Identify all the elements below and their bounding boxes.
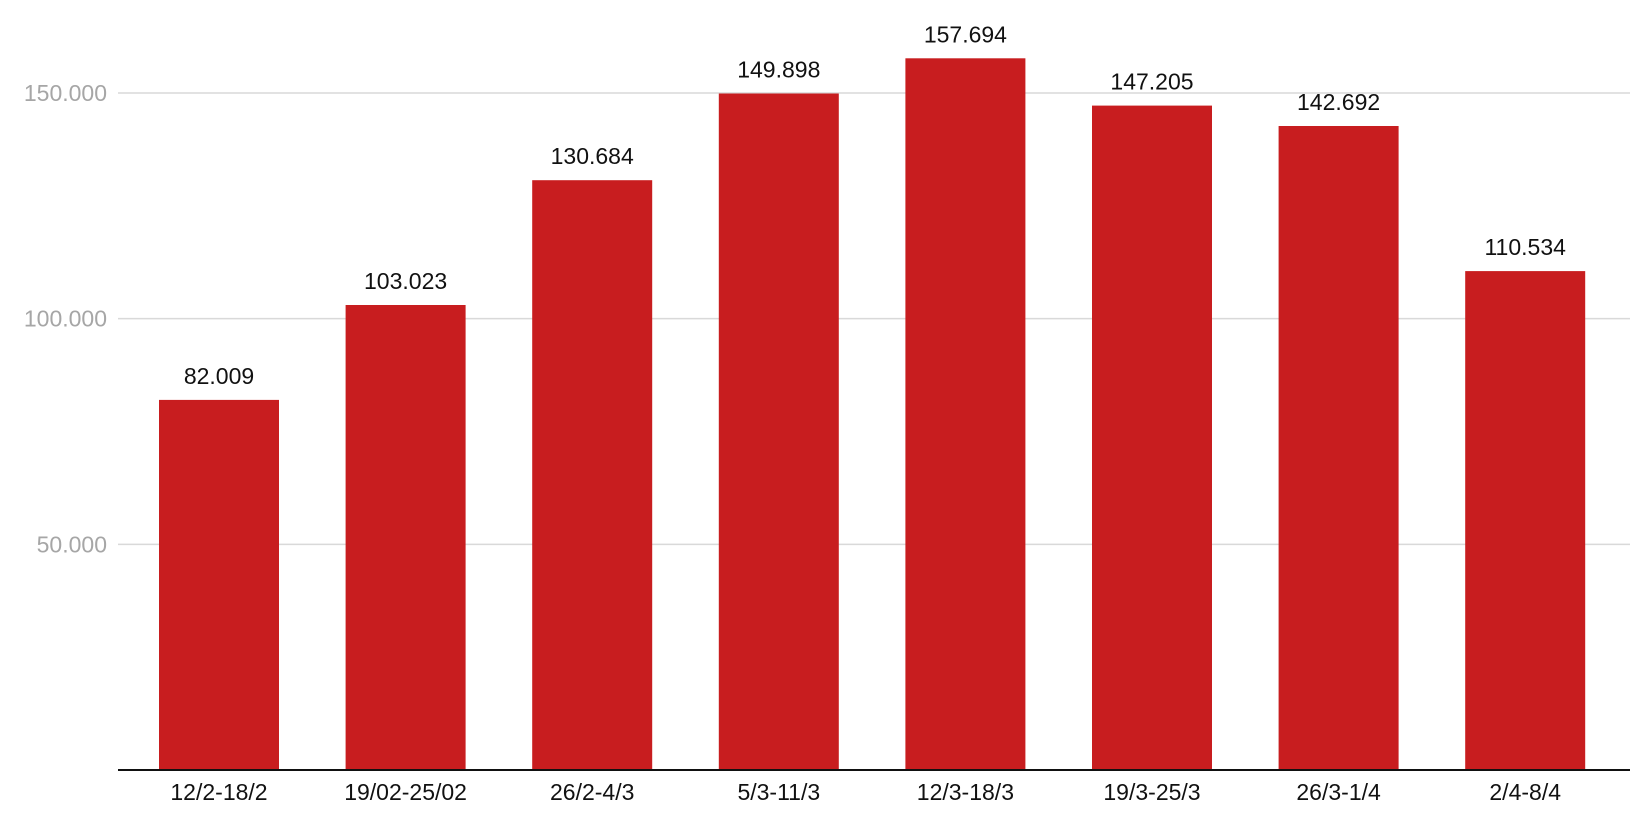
data-label: 103.023: [364, 268, 447, 294]
bar: [532, 180, 653, 770]
bar: [345, 305, 466, 770]
x-tick-label: 26/3-1/4: [1296, 779, 1381, 805]
y-tick-label: 150.000: [24, 80, 107, 106]
data-label: 149.898: [737, 57, 820, 83]
x-tick-label: 19/02-25/02: [344, 779, 467, 805]
bar: [159, 399, 279, 770]
y-tick-label: 100.000: [24, 306, 107, 332]
bar: [1465, 271, 1586, 770]
x-tick-label: 12/3-18/3: [917, 779, 1014, 805]
x-tick-label: 5/3-11/3: [737, 779, 820, 805]
x-tick-label: 26/2-4/3: [550, 779, 634, 805]
x-tick-label: 12/2-18/2: [170, 779, 267, 805]
data-label: 110.534: [1484, 234, 1566, 260]
data-label: 82.009: [184, 363, 254, 389]
y-tick-label: 50.000: [37, 531, 107, 557]
bar: [718, 93, 839, 770]
bar: [1092, 105, 1212, 771]
data-label: 130.684: [551, 143, 634, 169]
data-label: 142.692: [1297, 89, 1380, 115]
bar: [905, 58, 1026, 771]
x-tick-label: 19/3-25/3: [1103, 779, 1200, 805]
bar: [1278, 126, 1399, 770]
x-tick-label: 2/4-8/4: [1489, 779, 1561, 805]
data-label: 147.205: [1110, 69, 1193, 95]
data-label: 157.694: [924, 21, 1007, 47]
